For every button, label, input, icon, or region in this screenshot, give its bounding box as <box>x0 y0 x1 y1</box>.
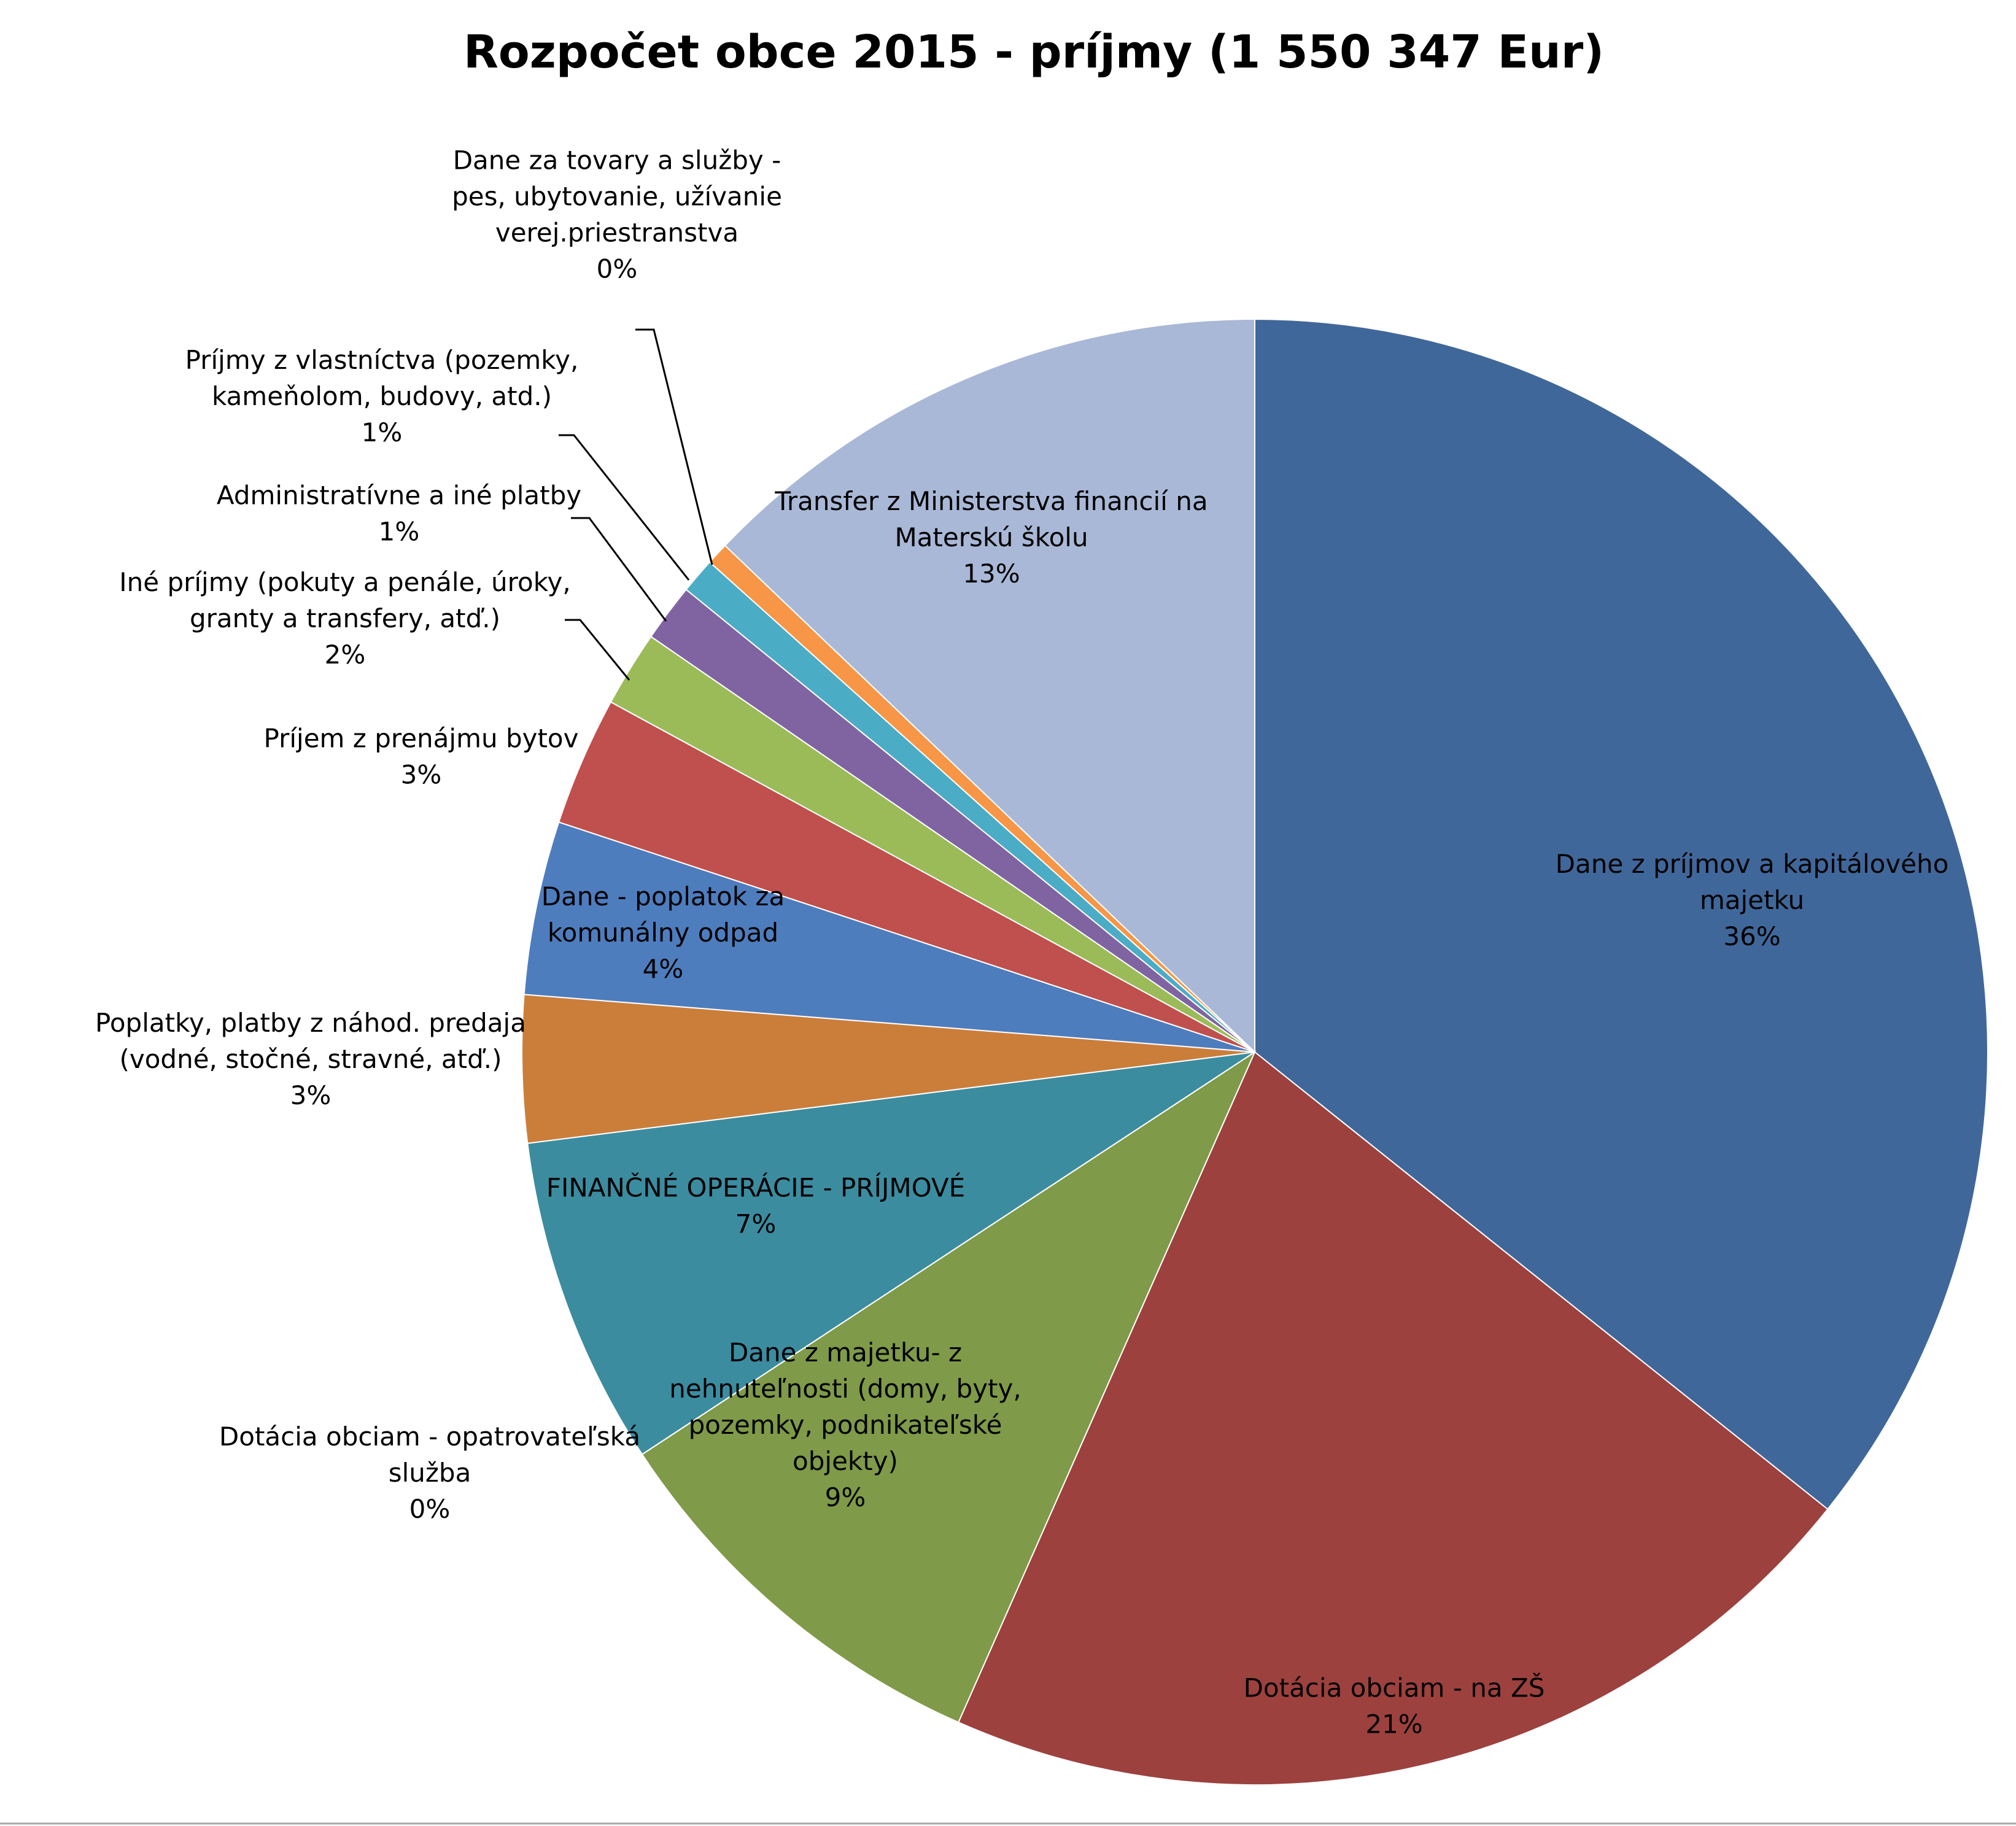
slice-labels: Dane z príjmov a kapitálového majetku 36%D… <box>95 145 1948 1739</box>
slice-percent-label: 1% <box>379 517 420 547</box>
slice-percent-label: 4% <box>643 954 684 984</box>
slice-name-label: Transfer z Ministerstva financií na <box>774 486 1208 516</box>
pie-slice <box>724 318 1255 1054</box>
leader-line <box>565 619 630 681</box>
slice-label: Transfer z Ministerstva financií na Mater… <box>774 486 1208 589</box>
slice-label: Poplatky, platby z náhod. predaja (vodné,… <box>95 1008 526 1110</box>
slice-percent-label: 3% <box>290 1080 331 1110</box>
pie-slices <box>521 318 1988 1785</box>
slice-percent-label: 21% <box>1365 1709 1422 1739</box>
slice-percent-label: 2% <box>325 640 366 670</box>
slice-name-label: verej.priestranstva <box>495 218 739 248</box>
slice-percent-label: 36% <box>1723 921 1780 951</box>
slice-name-label: Dane z majetku- z <box>729 1337 962 1368</box>
slice-label: Príjem z prenájmu bytov 3% <box>264 724 579 790</box>
leader-line <box>635 328 713 565</box>
pie-slice <box>641 1050 1257 1723</box>
pie-slice <box>523 821 1255 1053</box>
slice-label: Dane za tovary a služby - pes, ubytovanie… <box>452 145 782 284</box>
slice-percent-label: 13% <box>963 559 1020 589</box>
slice-label: Dane z príjmov a kapitálového majetku 36% <box>1556 849 1949 951</box>
chart-title: Rozpočet obce 2015 - príjmy (1 550 347 E… <box>463 26 1604 79</box>
slice-name-label: pozemky, podnikateľské <box>689 1410 1002 1440</box>
pie-slice <box>957 1051 1829 1785</box>
slice-percent-label: 1% <box>362 417 403 447</box>
slice-percent-label: 7% <box>735 1209 777 1239</box>
slice-name-label: Administratívne a iné platby <box>217 481 581 511</box>
leader-line <box>559 434 690 581</box>
slice-percent-label: 9% <box>825 1482 866 1512</box>
leader-line <box>571 517 667 622</box>
slice-percent-label: 0% <box>409 1494 451 1524</box>
pie-slice <box>527 1051 1255 1455</box>
slice-label: Príjmy z vlastníctva (pozemky, kameňolom,… <box>185 345 579 447</box>
slice-name-label: (vodné, stočné, stravné, atď.) <box>119 1044 502 1074</box>
slice-label: Dane z majetku- z nehnuteľnosti (domy, by… <box>669 1337 1021 1512</box>
slice-name-label: Dane za tovary a služby - <box>453 145 781 176</box>
slice-name-label: majetku <box>1700 885 1804 915</box>
slice-name-label: kameňolom, budovy, atd.) <box>212 381 552 411</box>
pie-slice <box>521 994 1255 1144</box>
slice-name-label: Materskú školu <box>894 522 1088 552</box>
slice-name-label: Príjem z prenájmu bytov <box>264 724 579 754</box>
slice-name-label: pes, ubytovanie, užívanie <box>452 182 782 212</box>
slice-name-label: Dotácia obciam - opatrovateľská <box>219 1422 640 1452</box>
slice-name-label: Dane z príjmov a kapitálového <box>1556 849 1949 879</box>
slice-name-label: služba <box>389 1458 471 1488</box>
slice-name-label: Dane - poplatok za <box>541 881 785 911</box>
slice-name-label: Príjmy z vlastníctva (pozemky, <box>185 345 579 375</box>
slice-name-label: Iné príjmy (pokuty a penále, úroky, <box>119 567 571 597</box>
slice-name-label: granty a transfery, atď.) <box>190 603 500 633</box>
pie-slice <box>1254 318 1988 1511</box>
slice-label: Dotácia obciam - na ZŠ 21% <box>1244 1673 1545 1739</box>
slice-name-label: nehnuteľnosti (domy, byty, <box>669 1374 1021 1404</box>
slice-name-label: Poplatky, platby z náhod. predaja <box>95 1008 526 1038</box>
leader-lines <box>559 328 713 681</box>
slice-percent-label: 3% <box>401 760 442 790</box>
slice-label: Dane - poplatok za komunálny odpad 4% <box>541 881 785 984</box>
slice-percent-label: 0% <box>597 254 638 284</box>
slice-label: Iné príjmy (pokuty a penále, úroky, grant… <box>119 567 571 670</box>
slice-label: FINANČNÉ OPERÁCIE - PRÍJMOVÉ 7% <box>546 1172 965 1239</box>
slice-name-label: komunálny odpad <box>548 918 778 948</box>
slice-name-label: Dotácia obciam - na ZŠ <box>1244 1673 1545 1703</box>
slice-name-label: objekty) <box>793 1446 898 1476</box>
slice-label: Dotácia obciam - opatrovateľská služba 0% <box>219 1422 640 1524</box>
slice-label: Administratívne a iné platby 1% <box>217 481 581 547</box>
slice-name-label: FINANČNÉ OPERÁCIE - PRÍJMOVÉ <box>546 1172 965 1203</box>
